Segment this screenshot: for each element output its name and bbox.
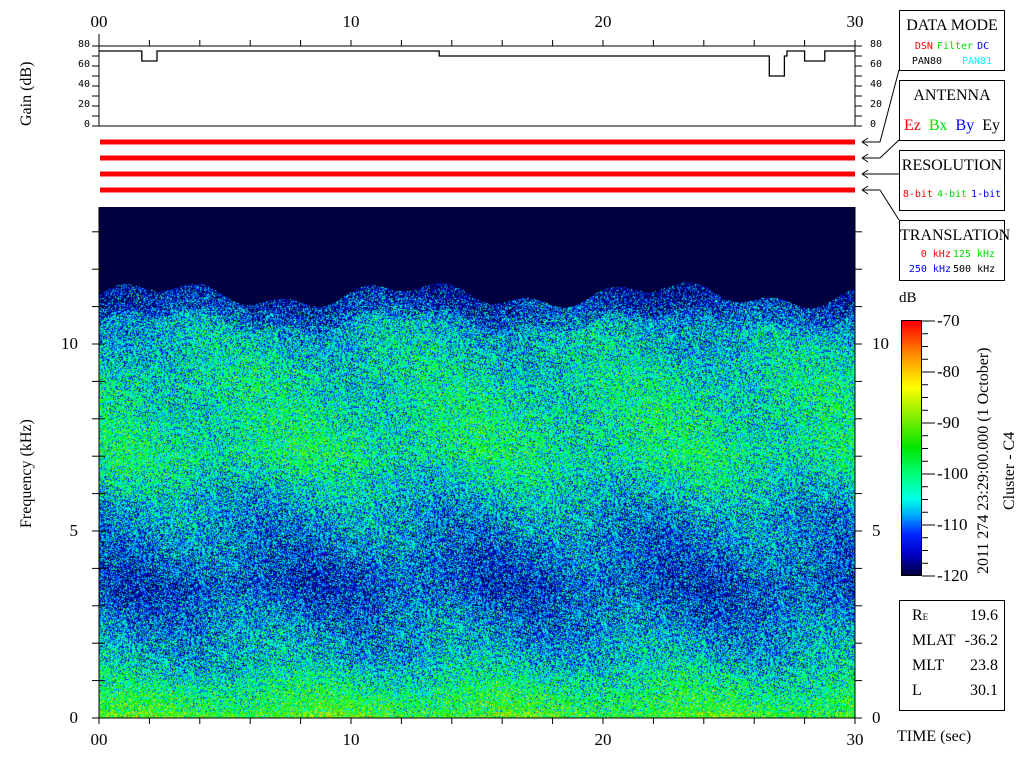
gain-tick-label: 40	[77, 79, 90, 90]
freq-tick-label-right: 5	[872, 521, 881, 540]
freq-tick-label: 5	[69, 521, 79, 540]
resolution-title: RESOLUTION	[901, 157, 1003, 174]
ephemeris-label-sub: E	[922, 612, 929, 622]
gain-tick-label-right: 20	[870, 99, 883, 110]
panel-option: 8-bit	[902, 189, 933, 200]
arrow-head-icon	[861, 137, 869, 143]
panel-option: 500 kHz	[953, 264, 996, 275]
time-tick-label-bottom: 20	[594, 730, 612, 749]
gain-tick-label: 80	[77, 39, 90, 50]
arrow-head-icon	[861, 153, 869, 159]
panel-option: DC	[977, 41, 990, 52]
arrow-head-icon	[861, 169, 869, 175]
time-tick-label-top: 10	[342, 12, 360, 31]
spacecraft-label: Cluster - C4	[1001, 431, 1018, 510]
panel-option: Filter	[936, 41, 974, 52]
time-tick-label-bottom: 10	[342, 730, 360, 749]
panel-option: Bx	[928, 117, 948, 134]
panel-option: PAN80	[911, 56, 942, 67]
pointer-line	[879, 189, 900, 221]
arrow-head-icon	[861, 141, 869, 147]
colorbar-tick-label: -120	[937, 566, 969, 585]
panel-option: 0 kHz	[920, 249, 951, 260]
arrow-head-icon	[861, 157, 869, 163]
resolution-panel: RESOLUTION 8-bit 4-bit 1-bit	[899, 150, 1005, 211]
arrow-head-icon	[861, 189, 869, 195]
gain-tick-label: 0	[83, 119, 90, 130]
colorbar-unit: dB	[899, 290, 917, 306]
colorbar-tick-label: -90	[937, 413, 960, 432]
gain-tick-label-right: 0	[870, 119, 877, 130]
translation-title: TRANSLATION	[900, 227, 1011, 244]
arrow-head-icon	[861, 173, 869, 179]
ephemeris-label-text: MLAT	[912, 632, 956, 649]
arrow-head-icon	[861, 185, 869, 191]
gain-tick-label-right: 80	[870, 39, 883, 50]
ephemeris-panel: RE 19.6 MLAT -36.2 MLT 23.8 L 30.1	[899, 600, 1005, 711]
antenna-title: ANTENNA	[913, 87, 991, 104]
panel-option: 4-bit	[936, 189, 968, 200]
freq-tick-label: 0	[69, 708, 79, 727]
panel-option: 1-bit	[971, 189, 1002, 200]
ephemeris-value: -36.2	[964, 632, 998, 649]
time-axis-label: TIME (sec)	[897, 728, 972, 745]
ephemeris-label-text: MLT	[912, 657, 945, 674]
freq-tick-label-right: 0	[872, 708, 881, 727]
data-mode-panel: DATA MODE DSN Filter DC PAN80 PAN81	[899, 10, 1005, 71]
time-tick-label-top: 20	[594, 12, 612, 31]
ephemeris-label: MLAT	[912, 632, 956, 650]
panel-option: Ez	[904, 117, 921, 134]
ephemeris-label: MLT	[912, 657, 944, 675]
spectrogram-heatmap	[99, 207, 855, 718]
panel-option: PAN81	[962, 56, 993, 67]
colorbar-tick-label: -70	[937, 311, 960, 330]
colorbar	[901, 320, 922, 576]
gain-tick-label-right: 40	[870, 79, 883, 90]
pointer-line	[879, 69, 900, 143]
ephemeris-value: 23.8	[970, 657, 998, 674]
pointer-line	[879, 139, 900, 159]
freq-tick-label: 10	[61, 334, 78, 353]
antenna-panel: ANTENNA Ez Bx By Ey	[899, 80, 1005, 141]
ephemeris-label: RE	[912, 607, 928, 625]
panel-option: Ey	[982, 117, 1000, 134]
panel-option: 250 kHz	[908, 264, 951, 275]
colorbar-tick-label: -80	[937, 362, 960, 381]
data-mode-title: DATA MODE	[906, 17, 998, 34]
timestamp: 2011 274 23:29:00.000 (1 October)	[975, 347, 992, 574]
colorbar-tick-label: -110	[937, 515, 968, 534]
ephemeris-label: L	[912, 682, 922, 700]
gain-line	[99, 50, 855, 77]
ephemeris-label-text: L	[912, 682, 922, 699]
panel-option: 125 kHz	[952, 249, 995, 260]
gain-tick-label-right: 60	[870, 59, 883, 70]
time-tick-label-bottom: 00	[90, 730, 108, 749]
gain-tick-label: 20	[77, 99, 90, 110]
gain-tick-label: 60	[77, 59, 90, 70]
ephemeris-value: 30.1	[970, 682, 998, 699]
panel-option: DSN	[914, 41, 933, 52]
translation-panel: TRANSLATION 0 kHz 125 kHz 250 kHz 500 kHz	[899, 220, 1011, 281]
time-tick-label-top: 30	[846, 12, 864, 31]
panel-option: By	[955, 117, 975, 134]
time-tick-label-bottom: 30	[846, 730, 864, 749]
time-tick-label-top: 00	[90, 12, 108, 31]
colorbar-tick-label: -100	[937, 464, 969, 483]
freq-tick-label-right: 10	[872, 334, 889, 353]
ephemeris-value: 19.6	[970, 607, 998, 624]
ephemeris-label-text: R	[912, 607, 923, 624]
